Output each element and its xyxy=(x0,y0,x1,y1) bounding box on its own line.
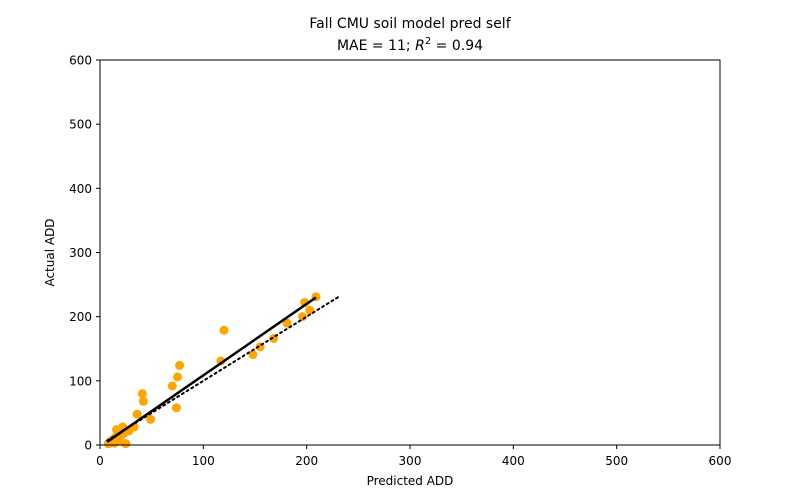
y-tick-label: 0 xyxy=(84,439,92,453)
x-tick-label: 500 xyxy=(605,454,628,468)
x-tick-label: 100 xyxy=(192,454,215,468)
y-tick-label: 200 xyxy=(69,310,92,324)
x-tick-label: 0 xyxy=(96,454,104,468)
chart-subtitle: MAE = 11; R2 = 0.94 xyxy=(337,36,483,54)
data-point xyxy=(132,409,142,419)
y-tick-label: 500 xyxy=(69,118,92,132)
data-point xyxy=(121,439,131,449)
x-tick-label: 300 xyxy=(399,454,422,468)
y-tick-label: 400 xyxy=(69,182,92,196)
subtitle-r-exponent: 2 xyxy=(425,36,431,47)
x-tick-label: 600 xyxy=(709,454,732,468)
data-point xyxy=(282,318,292,328)
data-point xyxy=(167,381,177,391)
plot-layer xyxy=(103,292,342,449)
x-tick-label: 200 xyxy=(295,454,318,468)
x-axis-ticks: 0 100 200 300 400 500 600 xyxy=(96,445,731,468)
data-point xyxy=(146,414,156,424)
data-point xyxy=(137,389,147,399)
y-axis-label: Actual ADD xyxy=(43,218,57,286)
y-tick-label: 600 xyxy=(69,54,92,68)
x-tick-label: 400 xyxy=(502,454,525,468)
data-point xyxy=(298,312,308,322)
data-point xyxy=(138,396,148,406)
y-tick-label: 100 xyxy=(69,374,92,388)
chart-title: Fall CMU soil model pred self xyxy=(309,16,511,32)
subtitle-prefix: MAE = 11; xyxy=(337,38,415,54)
data-point xyxy=(219,325,229,335)
data-point xyxy=(171,403,181,413)
subtitle-r: R xyxy=(415,38,425,54)
fit-line xyxy=(106,296,317,443)
y-axis-ticks: 0 100 200 300 400 500 600 xyxy=(69,54,100,453)
data-point xyxy=(248,350,258,360)
data-point xyxy=(173,372,182,382)
data-point xyxy=(175,360,185,370)
x-axis-label: Predicted ADD xyxy=(367,474,454,488)
data-point xyxy=(216,356,226,366)
y-tick-label: 300 xyxy=(69,246,92,260)
subtitle-suffix: = 0.94 xyxy=(431,38,483,54)
